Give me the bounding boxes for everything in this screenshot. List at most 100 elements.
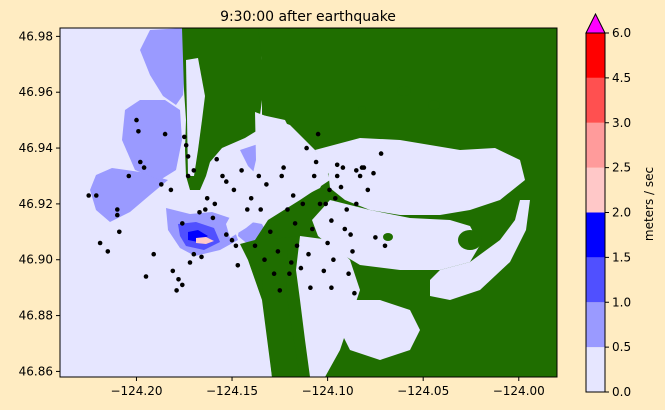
gauge-point-47 xyxy=(252,243,258,249)
gauge-point-52 xyxy=(268,229,273,235)
gauge-point-81 xyxy=(333,196,338,201)
gauge-point-77 xyxy=(327,187,332,193)
x-tick-label: −124.20 xyxy=(110,384,162,398)
gauge-point-42 xyxy=(233,243,239,249)
gauge-point-27 xyxy=(187,260,193,265)
gauge-point-80 xyxy=(331,257,336,263)
gauge-point-100 xyxy=(378,151,384,156)
south-bay xyxy=(340,300,420,360)
gauge-point-44 xyxy=(239,168,244,173)
gauge-point-93 xyxy=(354,168,359,173)
gauge-point-55 xyxy=(277,288,283,293)
colorbar-band xyxy=(586,122,605,168)
colorbar-tick-label: 2.5 xyxy=(612,161,631,175)
gauge-point-65 xyxy=(300,201,306,207)
x-axis: −124.20 −124.15 −124.10 −124.05 −124.00 xyxy=(110,377,545,398)
gauge-point-96 xyxy=(361,165,367,170)
gauge-point-33 xyxy=(204,196,210,201)
gauge-point-61 xyxy=(290,193,296,198)
gauge-point-41 xyxy=(231,187,237,193)
colorbar-band xyxy=(586,212,605,258)
y-tick-label: 46.98 xyxy=(19,29,53,43)
gauge-point-79 xyxy=(329,218,334,223)
gauge-point-12 xyxy=(141,165,147,170)
bay-east-arm xyxy=(315,138,525,215)
gauge-point-3 xyxy=(97,240,103,246)
gauge-point-17 xyxy=(168,187,174,193)
colorbar-band xyxy=(586,33,605,78)
harbor-bay xyxy=(226,112,330,238)
gauge-point-64 xyxy=(298,265,304,271)
plot-area xyxy=(60,28,557,377)
island-1 xyxy=(397,86,411,96)
gauge-point-94 xyxy=(357,173,363,179)
gauge-point-30 xyxy=(197,210,202,215)
south-peninsula xyxy=(262,236,300,377)
gauge-point-9 xyxy=(134,117,139,123)
gauge-point-74 xyxy=(321,268,327,274)
gauge-point-76 xyxy=(325,240,330,246)
colorbar-extend-arrow xyxy=(585,12,606,34)
gauge-point-45 xyxy=(245,207,250,212)
colorbar: 0.0 0.5 1.0 1.5 2.0 2.5 3.0 4.5 6.0 xyxy=(585,12,631,399)
x-tick-label: −124.05 xyxy=(397,384,449,398)
gauge-point-40 xyxy=(229,237,235,243)
y-tick-label: 46.88 xyxy=(19,309,53,323)
gauge-point-75 xyxy=(323,201,329,207)
island-4 xyxy=(383,233,393,241)
gauge-point-13 xyxy=(143,274,149,279)
gauge-point-36 xyxy=(214,156,219,162)
gauge-point-4 xyxy=(105,249,111,254)
gauge-point-69 xyxy=(310,226,315,232)
gauge-point-63 xyxy=(294,243,300,249)
colorbar-tick-label: 1.0 xyxy=(612,295,631,309)
speed-region-north-channel xyxy=(140,28,186,105)
gauge-point-31 xyxy=(199,254,204,260)
gauge-points xyxy=(86,117,388,296)
gauge-point-10 xyxy=(136,129,141,134)
gauge-point-68 xyxy=(308,285,313,291)
north-peninsula-shore xyxy=(186,58,205,176)
river-channel xyxy=(296,236,360,377)
gauge-point-88 xyxy=(346,271,351,277)
speed-region-hot-spot xyxy=(196,237,214,244)
colorbar-band xyxy=(586,302,605,348)
colorbar-tick-label: 2.0 xyxy=(612,206,631,220)
gauge-point-57 xyxy=(281,165,286,170)
north-peninsula xyxy=(182,28,262,190)
colorbar-tick-label: 0.5 xyxy=(612,340,631,354)
colorbar-tick-label: 6.0 xyxy=(612,26,631,40)
gauge-point-21 xyxy=(180,282,185,288)
gauge-point-62 xyxy=(292,221,298,226)
gauge-point-86 xyxy=(342,226,348,232)
gauge-point-87 xyxy=(344,207,350,212)
gauge-point-29 xyxy=(191,168,197,173)
y-tick-label: 46.96 xyxy=(19,85,53,99)
gauge-point-18 xyxy=(170,268,176,274)
gauge-point-35 xyxy=(212,201,218,207)
gauge-point-70 xyxy=(311,173,317,179)
island-2 xyxy=(428,100,440,110)
gauge-point-89 xyxy=(348,232,353,237)
colorbar-tick-label: 4.5 xyxy=(612,71,631,85)
colorbar-tick-label: 0.0 xyxy=(612,385,631,399)
gauge-point-6 xyxy=(115,212,120,218)
gauge-point-59 xyxy=(287,271,292,277)
gauge-point-1 xyxy=(86,193,91,198)
gauge-point-2 xyxy=(94,193,99,198)
gauge-point-60 xyxy=(289,260,294,265)
colorbar-band xyxy=(586,347,605,392)
colorbar-band xyxy=(586,257,605,303)
gauge-point-43 xyxy=(235,263,241,268)
colorbar-tick-label: 3.0 xyxy=(612,116,631,130)
gauge-point-91 xyxy=(352,290,357,296)
colorbar-label: meters / sec xyxy=(642,167,656,241)
gauge-point-5 xyxy=(115,207,120,212)
gauge-point-73 xyxy=(317,201,323,207)
gauge-point-38 xyxy=(224,179,229,184)
y-tick-label: 46.92 xyxy=(19,197,53,211)
gauge-point-82 xyxy=(334,173,340,179)
gauge-point-24 xyxy=(183,143,189,148)
gauge-point-97 xyxy=(365,187,371,193)
